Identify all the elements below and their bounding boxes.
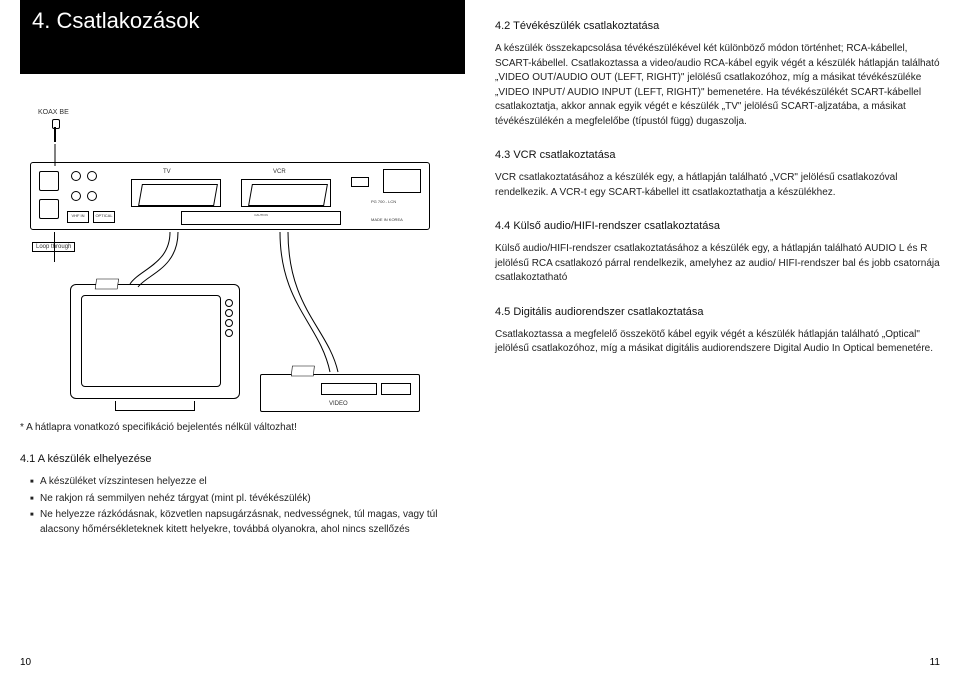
section-4-2-body: A készülék összekapcsolása tévékészüléké…	[495, 42, 940, 129]
vcr-drawing: VIDEO	[260, 374, 420, 412]
vcr-port-label: VCR	[273, 169, 286, 175]
device-back-panel: VHF IN OPTICAL TV VCR CAUTION PG 700 - L…	[30, 162, 430, 230]
bullet-item: Ne helyezze rázkódásnak, közvetlen napsu…	[30, 508, 465, 537]
section-4-1-title: 4.1 A készülék elhelyezése	[20, 453, 465, 465]
rca-jack-1	[71, 171, 81, 181]
model-label: PG 700 - LCN	[371, 199, 396, 204]
loop-cable-icon	[54, 232, 55, 262]
diagram-footnote: * A hátlapra vonatkozó specifikáció beje…	[20, 422, 465, 433]
vcr-display	[381, 383, 411, 395]
vcr-label: VIDEO	[329, 401, 348, 407]
rca-jack-3	[71, 191, 81, 201]
koax-connector-icon	[50, 119, 60, 144]
tv-controls	[225, 297, 235, 385]
section-4-3-body: VCR csatlakoztatásához a készülék egy, a…	[495, 171, 940, 200]
tv-drawing	[70, 284, 240, 414]
bullet-item: A készüléket vízszintesen helyezze el	[30, 475, 465, 490]
scart-tv-port	[131, 179, 221, 207]
rca-jack-4	[87, 191, 97, 201]
caution-label: CAUTION	[181, 211, 341, 225]
rca-jack-2	[87, 171, 97, 181]
section-4-2-title: 4.2 Tévékészülék csatlakoztatása	[495, 20, 940, 32]
vcr-slot	[321, 383, 377, 395]
tuner-port-1	[39, 171, 59, 191]
switch	[351, 177, 369, 187]
scart-vcr-port	[241, 179, 331, 207]
section-title: 4. Csatlakozások	[32, 8, 453, 34]
page-number-left: 10	[20, 657, 31, 668]
tuner-port-2	[39, 199, 59, 219]
optical-port-label: OPTICAL	[93, 211, 115, 223]
bullet-item: Ne rakjon rá semmilyen nehéz tárgyat (mi…	[30, 492, 465, 507]
tv-screen	[81, 295, 221, 387]
made-in-label: MADE IN KOREA	[371, 217, 403, 222]
power-socket	[383, 169, 421, 193]
left-column: 4. Csatlakozások KOAX BE VHF IN OPTICAL …	[20, 0, 465, 539]
tv-body	[70, 284, 240, 399]
tv-stand	[115, 401, 195, 411]
section-4-4-body: Külső audio/HIFI-rendszer csatlakoztatás…	[495, 242, 940, 286]
section-4-4-title: 4.4 Külső audio/HIFI-rendszer csatlakozt…	[495, 220, 940, 232]
section-4-1-bullets: A készüléket vízszintesen helyezze el Ne…	[20, 475, 465, 537]
page-number-right: 11	[930, 657, 940, 668]
right-column: 4.2 Tévékészülék csatlakoztatása A készü…	[495, 0, 940, 539]
section-title-bar: 4. Csatlakozások	[20, 0, 465, 74]
koax-label: KOAX BE	[38, 109, 69, 116]
vhf-port-label: VHF IN	[67, 211, 89, 223]
section-4-5-body: Csatlakoztassa a megfelelő összekötő káb…	[495, 328, 940, 357]
section-4-3-title: 4.3 VCR csatlakoztatása	[495, 149, 940, 161]
connection-diagram: KOAX BE VHF IN OPTICAL TV VCR CAUTION PG…	[20, 84, 465, 404]
section-4-5-title: 4.5 Digitális audiorendszer csatlakoztat…	[495, 306, 940, 318]
tv-port-label: TV	[163, 169, 171, 175]
page-spread: 4. Csatlakozások KOAX BE VHF IN OPTICAL …	[0, 0, 960, 539]
